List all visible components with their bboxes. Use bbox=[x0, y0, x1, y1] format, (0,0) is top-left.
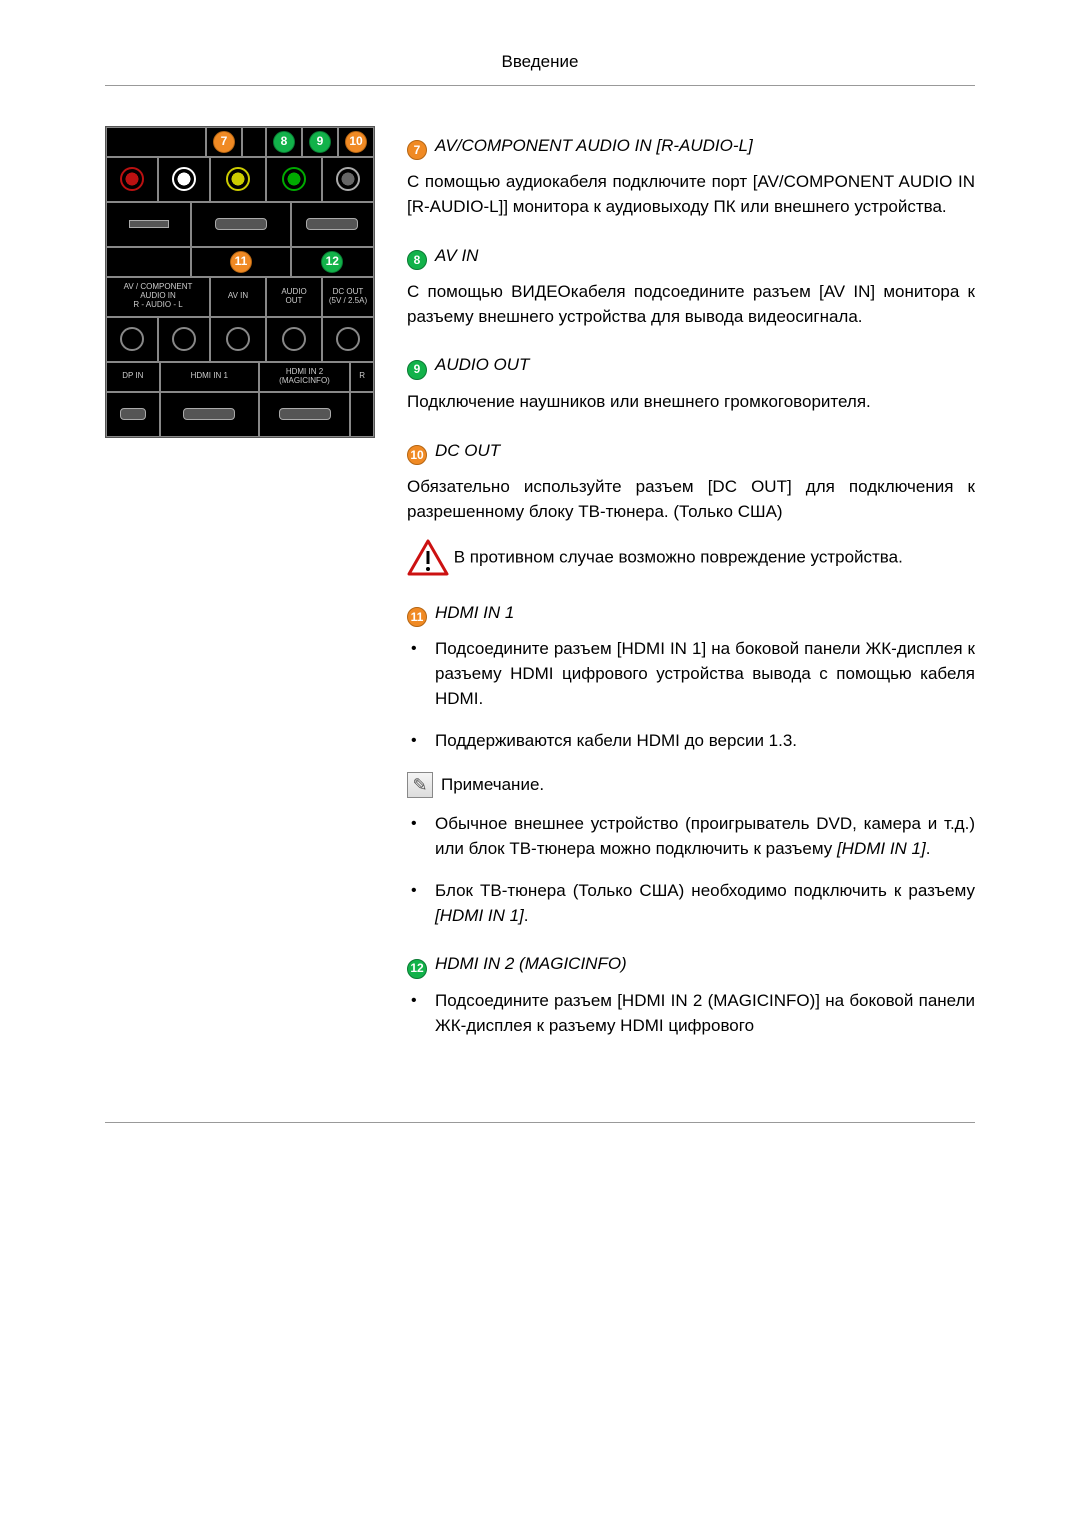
section-10: 10 DC OUT Обязательно используйте разъем… bbox=[407, 439, 975, 577]
diagram-badge-8: 8 bbox=[273, 131, 295, 153]
section-12: 12 HDMI IN 2 (MAGICINFO) Подсоедините ра… bbox=[407, 952, 975, 1038]
section-text: С помощью аудиокабеля подключите порт [A… bbox=[407, 170, 975, 219]
section-text: С помощью ВИДЕОкабеля подсоедините разъе… bbox=[407, 280, 975, 329]
hdmi-slot-icon bbox=[183, 408, 235, 420]
bullet-list: Подсоедините разъем [HDMI IN 2 (MAGICINF… bbox=[407, 989, 975, 1038]
diagram-label: AV IN bbox=[227, 292, 249, 301]
section-text: Подключение наушников или внешнего громк… bbox=[407, 390, 975, 415]
diagram-label: HDMI IN 1 bbox=[190, 372, 229, 381]
hdmi-slot-icon bbox=[215, 218, 267, 230]
port-outline-icon bbox=[226, 327, 250, 351]
list-item: Блок ТВ-тюнера (Только США) необходимо п… bbox=[429, 879, 975, 928]
section-title: DC OUT bbox=[435, 439, 500, 464]
port-diagram: 7 8 9 10 11 bbox=[105, 126, 375, 438]
text-column: 7 AV/COMPONENT AUDIO IN [R-AUDIO-L] С по… bbox=[407, 126, 975, 1063]
warning-icon bbox=[407, 539, 449, 577]
list-item: Поддерживаются кабели HDMI до версии 1.3… bbox=[429, 729, 975, 754]
bullet-list: Подсоедините разъем [HDMI IN 1] на боков… bbox=[407, 637, 975, 754]
section-title: HDMI IN 2 (MAGICINFO) bbox=[435, 952, 627, 977]
content-columns: 7 8 9 10 11 bbox=[105, 126, 975, 1063]
section-title: AUDIO OUT bbox=[435, 353, 529, 378]
diagram-label: R bbox=[358, 372, 366, 381]
diagram-label: HDMI IN 2 (MAGICINFO) bbox=[278, 368, 331, 386]
section-11: 11 HDMI IN 1 Подсоедините разъем [HDMI I… bbox=[407, 601, 975, 929]
page-header: Введение bbox=[105, 50, 975, 86]
diagram-badge-7: 7 bbox=[213, 131, 235, 153]
warning-text: В противном случае возможно повреждение … bbox=[454, 547, 903, 566]
note-heading: ✎ Примечание. bbox=[407, 772, 975, 798]
slot-thin-icon bbox=[129, 220, 169, 228]
diagram-label: AV / COMPONENT AUDIO IN R - AUDIO - L bbox=[123, 283, 194, 309]
warning-block: В противном случае возможно повреждение … bbox=[407, 539, 975, 577]
diagram-label: DP IN bbox=[121, 372, 144, 381]
dc-out-icon bbox=[336, 167, 360, 191]
diagram-label: DC OUT (5V / 2.5A) bbox=[328, 288, 368, 306]
rca-white-icon bbox=[172, 167, 196, 191]
rca-red-icon bbox=[120, 167, 144, 191]
port-outline-icon bbox=[172, 327, 196, 351]
section-title: HDMI IN 1 bbox=[435, 601, 514, 626]
diagram-badge-10: 10 bbox=[345, 131, 367, 153]
port-outline-icon bbox=[336, 327, 360, 351]
section-title: AV IN bbox=[435, 244, 478, 269]
section-badge-12: 12 bbox=[407, 959, 427, 979]
section-badge-9: 9 bbox=[407, 360, 427, 380]
note-list: Обычное внешнее устройство (проигрывател… bbox=[407, 812, 975, 929]
list-item: Подсоедините разъем [HDMI IN 1] на боков… bbox=[429, 637, 975, 711]
list-item: Обычное внешнее устройство (проигрывател… bbox=[429, 812, 975, 861]
diagram-badge-11: 11 bbox=[230, 251, 252, 273]
page-title: Введение bbox=[502, 52, 579, 71]
section-9: 9 AUDIO OUT Подключение наушников или вн… bbox=[407, 353, 975, 414]
note-title: Примечание. bbox=[441, 773, 544, 798]
port-outline-icon bbox=[120, 327, 144, 351]
section-badge-7: 7 bbox=[407, 140, 427, 160]
page-footer-rule bbox=[105, 1122, 975, 1123]
section-title: AV/COMPONENT AUDIO IN [R-AUDIO-L] bbox=[435, 134, 753, 159]
list-item: Подсоедините разъем [HDMI IN 2 (MAGICINF… bbox=[429, 989, 975, 1038]
diagram-label: AUDIO OUT bbox=[280, 288, 307, 306]
section-text: Обязательно используйте разъем [DC OUT] … bbox=[407, 475, 975, 524]
audio-out-icon bbox=[282, 167, 306, 191]
section-badge-8: 8 bbox=[407, 250, 427, 270]
diagram-badge-9: 9 bbox=[309, 131, 331, 153]
note-icon: ✎ bbox=[407, 772, 433, 798]
diagram-badge-12: 12 bbox=[321, 251, 343, 273]
diagram-column: 7 8 9 10 11 bbox=[105, 126, 375, 438]
section-7: 7 AV/COMPONENT AUDIO IN [R-AUDIO-L] С по… bbox=[407, 134, 975, 220]
rca-yellow-icon bbox=[226, 167, 250, 191]
section-8: 8 AV IN С помощью ВИДЕОкабеля подсоедини… bbox=[407, 244, 975, 330]
dp-slot-icon bbox=[120, 408, 146, 420]
port-outline-icon bbox=[282, 327, 306, 351]
section-badge-10: 10 bbox=[407, 445, 427, 465]
hdmi-slot-icon bbox=[306, 218, 358, 230]
hdmi-slot-icon bbox=[279, 408, 331, 420]
section-badge-11: 11 bbox=[407, 607, 427, 627]
